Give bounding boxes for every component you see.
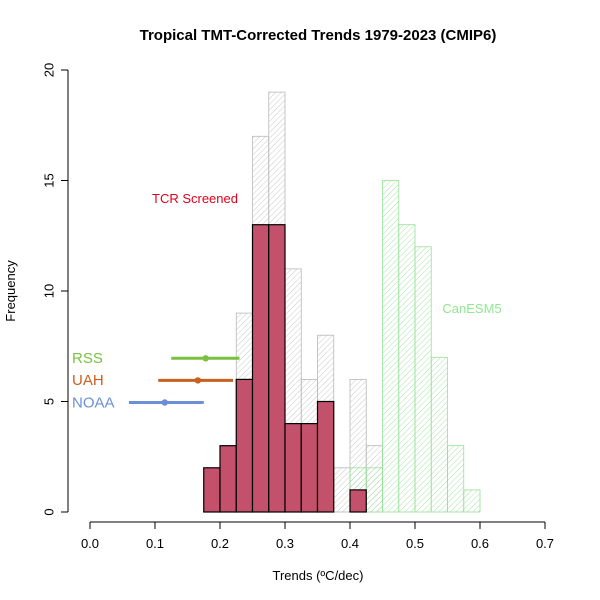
bar-canesm5 — [414, 246, 432, 513]
x-tick-label: 0.4 — [341, 536, 359, 551]
bar-canesm5 — [365, 467, 383, 513]
y-tick-label: 0 — [42, 508, 57, 515]
y-tick-label: 15 — [42, 173, 57, 187]
bar-tcr-screened — [203, 467, 221, 513]
bar-canesm5 — [382, 180, 400, 513]
x-tick-label: 0.3 — [276, 536, 294, 551]
obs-point-uah — [194, 377, 202, 384]
x-tick-label: 0.2 — [211, 536, 229, 551]
annotation-tcr-screened: TCR Screened — [152, 191, 238, 206]
bar-tcr-screened — [219, 445, 237, 513]
bar-canesm5 — [463, 489, 481, 513]
obs-point-noaa — [161, 399, 168, 406]
bar-tcr-screened — [268, 224, 286, 513]
y-tick-label: 20 — [42, 63, 57, 77]
bar-tcr-screened — [300, 423, 319, 513]
bar-canesm5 — [430, 356, 448, 513]
bar-canesm5 — [447, 445, 465, 513]
obs-point-rss — [202, 355, 209, 362]
y-tick-label: 5 — [42, 398, 57, 405]
annotation-canesm5: CanESM5 — [442, 301, 501, 316]
y-tick-label: 10 — [42, 284, 57, 298]
x-axis: 0.0 0.1 0.2 0.3 0.4 0.5 0.6 0.7 — [81, 521, 554, 551]
y-axis-label: Frequency — [3, 260, 18, 322]
bar-all-models — [333, 467, 351, 513]
obs-label-uah: UAH — [72, 372, 104, 389]
bar-tcr-screened — [251, 224, 270, 513]
y-axis: 0 5 10 15 20 — [42, 63, 69, 516]
x-tick-label: 0.7 — [536, 536, 554, 551]
obs-label-noaa: NOAA — [72, 394, 115, 411]
bar-tcr-screened — [316, 400, 335, 513]
bar-tcr-screened — [284, 423, 302, 513]
x-tick-label: 0.6 — [471, 536, 489, 551]
obs-label-rss: RSS — [72, 350, 103, 367]
bar-tcr-screened — [235, 378, 254, 513]
x-tick-label: 0.1 — [146, 536, 164, 551]
bar-tcr-screened — [349, 489, 367, 513]
x-tick-label: 0.5 — [406, 536, 424, 551]
x-axis-label: Trends (ºC/dec) — [273, 568, 364, 583]
x-tick-label: 0.0 — [81, 536, 99, 551]
bar-canesm5 — [398, 224, 416, 513]
chart-title: Tropical TMT-Corrected Trends 1979-2023 … — [140, 27, 497, 44]
